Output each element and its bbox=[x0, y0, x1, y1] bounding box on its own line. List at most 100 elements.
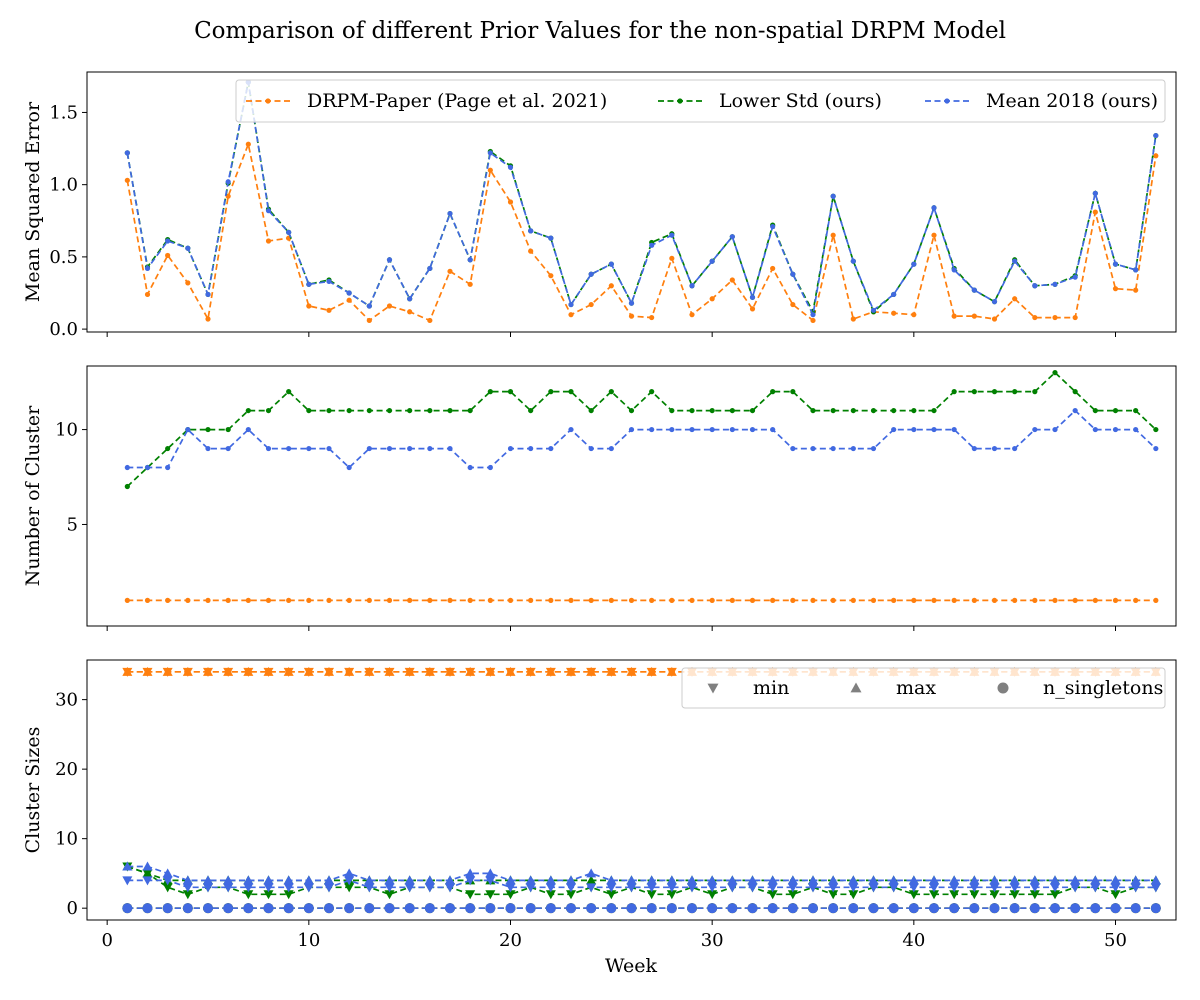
data-point bbox=[991, 597, 998, 603]
data-point bbox=[689, 407, 695, 414]
data-point bbox=[830, 232, 836, 238]
data-point bbox=[606, 666, 617, 676]
data-point bbox=[465, 868, 476, 878]
data-point bbox=[649, 242, 655, 248]
data-point bbox=[205, 597, 211, 603]
data-point bbox=[929, 903, 939, 914]
data-point bbox=[891, 407, 897, 414]
data-point bbox=[324, 875, 334, 885]
data-point bbox=[1070, 903, 1081, 914]
data-point bbox=[1090, 883, 1101, 893]
data-point bbox=[306, 597, 312, 603]
data-point bbox=[1050, 890, 1060, 900]
data-point bbox=[808, 875, 818, 885]
data-point bbox=[586, 666, 597, 676]
data-point bbox=[303, 903, 314, 914]
data-point bbox=[747, 875, 758, 885]
data-point bbox=[205, 445, 211, 452]
data-point bbox=[225, 445, 231, 452]
data-point bbox=[566, 883, 576, 893]
data-point bbox=[709, 597, 715, 603]
x-tick-label: 50 bbox=[1104, 930, 1127, 951]
data-point bbox=[525, 883, 536, 893]
data-point bbox=[447, 407, 453, 414]
data-point bbox=[566, 875, 576, 885]
data-point bbox=[646, 883, 657, 893]
data-point bbox=[162, 868, 173, 878]
data-point bbox=[162, 666, 173, 676]
data-point bbox=[1009, 883, 1020, 893]
data-point bbox=[870, 597, 877, 603]
data-point bbox=[203, 666, 213, 676]
data-point bbox=[908, 890, 919, 900]
data-point bbox=[586, 875, 597, 885]
data-point bbox=[626, 903, 637, 914]
data-point bbox=[223, 666, 234, 676]
data-point bbox=[505, 903, 516, 914]
data-point bbox=[929, 875, 939, 885]
data-point bbox=[707, 890, 718, 900]
data-point bbox=[1112, 407, 1119, 414]
data-point bbox=[911, 407, 917, 414]
data-point bbox=[424, 875, 435, 885]
data-point bbox=[888, 875, 899, 885]
x-tick-label: 20 bbox=[499, 930, 522, 951]
y-axis-label: Cluster Sizes bbox=[22, 727, 44, 854]
data-point bbox=[989, 890, 1000, 900]
data-point bbox=[1052, 314, 1058, 321]
data-point bbox=[223, 875, 234, 885]
data-point bbox=[142, 876, 153, 886]
data-point bbox=[687, 883, 697, 893]
data-point bbox=[588, 445, 594, 452]
data-point bbox=[646, 875, 657, 885]
data-point bbox=[344, 883, 355, 893]
data-point bbox=[931, 407, 937, 414]
data-point bbox=[467, 281, 473, 287]
data-point bbox=[344, 876, 355, 886]
data-point bbox=[1012, 389, 1018, 395]
data-point bbox=[182, 890, 193, 900]
data-point bbox=[709, 258, 715, 264]
data-point bbox=[182, 666, 193, 676]
data-point bbox=[487, 150, 493, 156]
data-point bbox=[306, 445, 312, 452]
legend-swatch-marker bbox=[944, 98, 950, 104]
data-point bbox=[891, 426, 897, 433]
data-point bbox=[830, 445, 836, 452]
data-point bbox=[465, 876, 476, 886]
data-point bbox=[951, 267, 957, 273]
series-line bbox=[127, 865, 1156, 896]
data-point bbox=[709, 426, 715, 433]
data-point bbox=[243, 883, 254, 893]
data-point bbox=[243, 666, 254, 676]
data-point bbox=[649, 426, 655, 433]
data-point bbox=[525, 666, 536, 676]
y-tick-label: 0.0 bbox=[49, 319, 78, 340]
data-point bbox=[790, 271, 796, 277]
data-point bbox=[608, 597, 614, 603]
data-point bbox=[989, 883, 1000, 893]
data-point bbox=[1052, 597, 1058, 603]
data-point bbox=[465, 903, 476, 914]
data-point bbox=[1112, 597, 1119, 603]
x-tick-label: 40 bbox=[902, 930, 925, 951]
data-point bbox=[969, 875, 980, 885]
data-point bbox=[689, 283, 695, 289]
data-point bbox=[868, 883, 879, 893]
data-point bbox=[545, 666, 556, 676]
data-point bbox=[1110, 883, 1121, 893]
x-tick-label: 0 bbox=[101, 930, 112, 951]
data-point bbox=[263, 903, 274, 914]
data-point bbox=[407, 445, 413, 452]
data-point bbox=[808, 883, 818, 893]
data-point bbox=[770, 389, 776, 395]
data-point bbox=[265, 407, 272, 414]
data-point bbox=[205, 291, 211, 298]
data-point bbox=[306, 281, 312, 287]
data-point bbox=[749, 306, 756, 312]
data-point bbox=[548, 235, 554, 241]
data-point bbox=[445, 903, 455, 914]
data-point bbox=[608, 283, 614, 289]
data-point bbox=[649, 314, 655, 321]
data-point bbox=[162, 883, 173, 893]
